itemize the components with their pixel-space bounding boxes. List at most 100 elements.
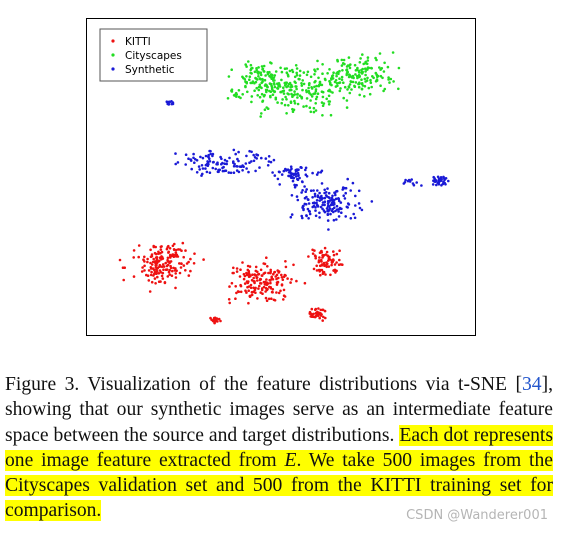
- point-synthetic: [320, 182, 324, 185]
- point-kitti: [141, 266, 144, 269]
- point-synthetic: [187, 157, 190, 160]
- point-synthetic: [319, 205, 323, 209]
- point-kitti: [319, 314, 323, 317]
- point-cityscapes: [248, 75, 252, 78]
- point-kitti: [166, 275, 170, 278]
- point-synthetic: [294, 175, 298, 178]
- point-cityscapes: [264, 74, 267, 77]
- citation-link[interactable]: 34: [521, 374, 542, 395]
- point-cityscapes: [383, 87, 387, 91]
- point-cityscapes: [358, 74, 362, 78]
- point-synthetic: [332, 201, 336, 205]
- point-kitti: [257, 287, 260, 290]
- point-cityscapes: [250, 100, 253, 104]
- point-kitti: [310, 307, 314, 311]
- point-kitti: [184, 249, 187, 252]
- point-kitti: [155, 272, 158, 275]
- point-synthetic: [326, 187, 329, 190]
- point-synthetic: [431, 183, 435, 186]
- point-cityscapes: [261, 80, 264, 83]
- point-kitti: [292, 263, 295, 267]
- point-kitti: [173, 242, 176, 246]
- point-kitti: [252, 276, 255, 280]
- point-synthetic: [237, 150, 240, 154]
- point-synthetic: [255, 153, 258, 156]
- point-kitti: [256, 279, 259, 282]
- point-kitti: [143, 260, 146, 263]
- point-synthetic: [232, 171, 236, 174]
- point-cityscapes: [290, 88, 293, 92]
- point-kitti: [259, 291, 262, 294]
- point-kitti: [147, 279, 151, 282]
- point-synthetic: [339, 201, 343, 204]
- point-kitti: [168, 247, 172, 250]
- point-synthetic: [242, 165, 245, 168]
- point-kitti: [247, 301, 250, 305]
- point-kitti: [319, 308, 323, 312]
- point-cityscapes: [247, 60, 250, 63]
- point-kitti: [160, 245, 163, 248]
- point-kitti: [249, 274, 252, 278]
- point-synthetic: [301, 216, 304, 220]
- point-kitti: [315, 264, 318, 268]
- point-cityscapes: [280, 78, 283, 82]
- point-cityscapes: [302, 71, 306, 74]
- point-kitti: [330, 263, 333, 267]
- point-kitti: [163, 281, 167, 284]
- point-synthetic: [197, 165, 201, 168]
- point-synthetic: [403, 181, 407, 184]
- point-cityscapes: [266, 107, 270, 110]
- point-kitti: [260, 274, 264, 277]
- point-kitti: [330, 261, 334, 264]
- point-cityscapes: [259, 115, 262, 118]
- point-kitti: [269, 279, 272, 282]
- point-cityscapes: [364, 80, 367, 83]
- point-synthetic: [318, 191, 321, 195]
- point-kitti: [217, 317, 221, 321]
- point-synthetic: [292, 176, 295, 180]
- point-cityscapes: [295, 87, 298, 91]
- point-cityscapes: [376, 75, 379, 78]
- point-kitti: [265, 299, 269, 303]
- point-kitti: [122, 278, 125, 282]
- point-cityscapes: [269, 95, 272, 99]
- point-kitti: [270, 290, 274, 294]
- caption-label: Figure 3.: [5, 374, 80, 395]
- point-kitti: [253, 288, 257, 292]
- point-cityscapes: [379, 74, 383, 78]
- point-synthetic: [301, 180, 304, 184]
- point-synthetic: [344, 191, 348, 195]
- point-cityscapes: [268, 74, 271, 78]
- point-synthetic: [328, 196, 331, 200]
- point-kitti: [277, 271, 280, 274]
- point-cityscapes: [261, 100, 264, 103]
- point-cityscapes: [245, 65, 248, 68]
- point-cityscapes: [345, 73, 349, 77]
- point-cityscapes: [256, 78, 259, 81]
- point-kitti: [262, 285, 266, 289]
- point-cityscapes: [273, 85, 277, 89]
- point-cityscapes: [287, 82, 291, 86]
- point-cityscapes: [286, 92, 289, 95]
- point-cityscapes: [369, 78, 372, 82]
- point-synthetic: [325, 207, 329, 210]
- point-cityscapes: [348, 91, 352, 95]
- point-cityscapes: [237, 95, 241, 99]
- point-kitti: [312, 267, 316, 271]
- point-synthetic: [307, 217, 310, 220]
- point-synthetic: [297, 168, 300, 171]
- point-cityscapes: [387, 76, 390, 79]
- point-kitti: [262, 280, 266, 284]
- point-cityscapes: [293, 90, 296, 93]
- point-kitti: [234, 285, 237, 288]
- point-kitti: [160, 250, 164, 254]
- point-cityscapes: [262, 70, 266, 73]
- point-cityscapes: [380, 67, 384, 70]
- point-synthetic: [304, 190, 307, 193]
- point-synthetic: [276, 177, 280, 181]
- point-kitti: [338, 258, 341, 262]
- point-kitti: [277, 276, 280, 280]
- point-cityscapes: [261, 67, 265, 71]
- point-synthetic: [184, 163, 187, 166]
- legend-marker-synthetic: [111, 67, 115, 71]
